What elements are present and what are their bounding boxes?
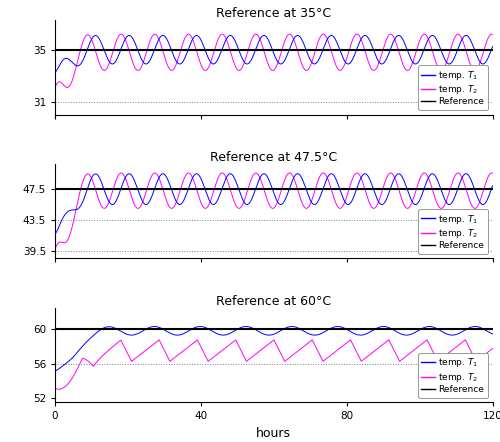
Title: Reference at 35°C: Reference at 35°C [216, 7, 332, 20]
X-axis label: hours: hours [256, 427, 291, 440]
Title: Reference at 47.5°C: Reference at 47.5°C [210, 151, 338, 164]
Legend: temp. $T_1$, temp. $T_2$, Reference: temp. $T_1$, temp. $T_2$, Reference [418, 353, 488, 398]
Legend: temp. $T_1$, temp. $T_2$, Reference: temp. $T_1$, temp. $T_2$, Reference [418, 209, 488, 254]
Legend: temp. $T_1$, temp. $T_2$, Reference: temp. $T_1$, temp. $T_2$, Reference [418, 65, 488, 110]
Title: Reference at 60°C: Reference at 60°C [216, 294, 332, 308]
